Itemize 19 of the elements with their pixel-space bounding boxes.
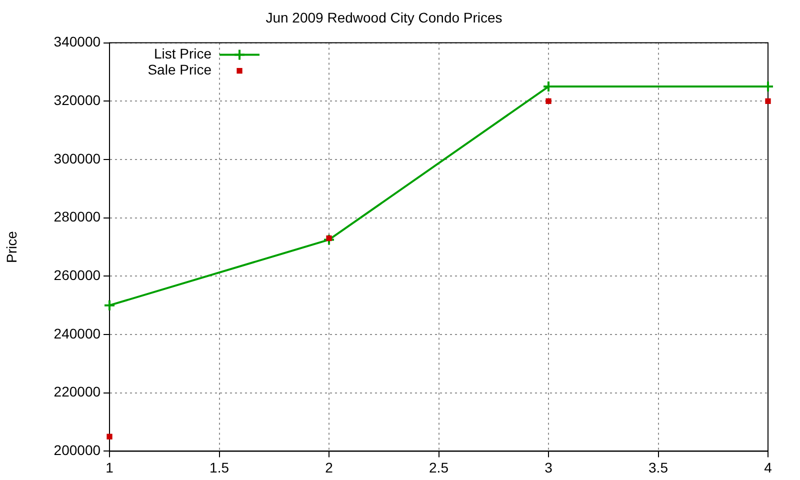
y-tick-label: 300000: [54, 150, 101, 166]
legend-label: Sale Price: [148, 62, 212, 78]
y-axis-title: Price: [3, 230, 20, 263]
x-tick-label: 1.5: [210, 459, 230, 476]
x-tick-label: 3: [544, 459, 553, 476]
x-tick-label: 2: [325, 459, 334, 476]
y-tick-label: 260000: [54, 267, 101, 284]
y-tick-label: 240000: [54, 325, 101, 342]
y-tick-label: 220000: [54, 384, 101, 400]
y-tick-label: 340000: [54, 34, 101, 50]
legend-label: List Price: [154, 46, 212, 62]
y-tick-label: 280000: [54, 208, 101, 225]
x-tick-label: 2.5: [429, 459, 449, 476]
x-tick-label: 1: [106, 459, 114, 476]
chart-title: Jun 2009 Redwood City Condo Prices: [266, 9, 502, 26]
x-tick-label: 4: [764, 459, 772, 476]
y-tick-label: 320000: [54, 92, 101, 108]
x-tick-label: 3.5: [648, 459, 668, 476]
y-tick-label: 200000: [54, 442, 101, 458]
